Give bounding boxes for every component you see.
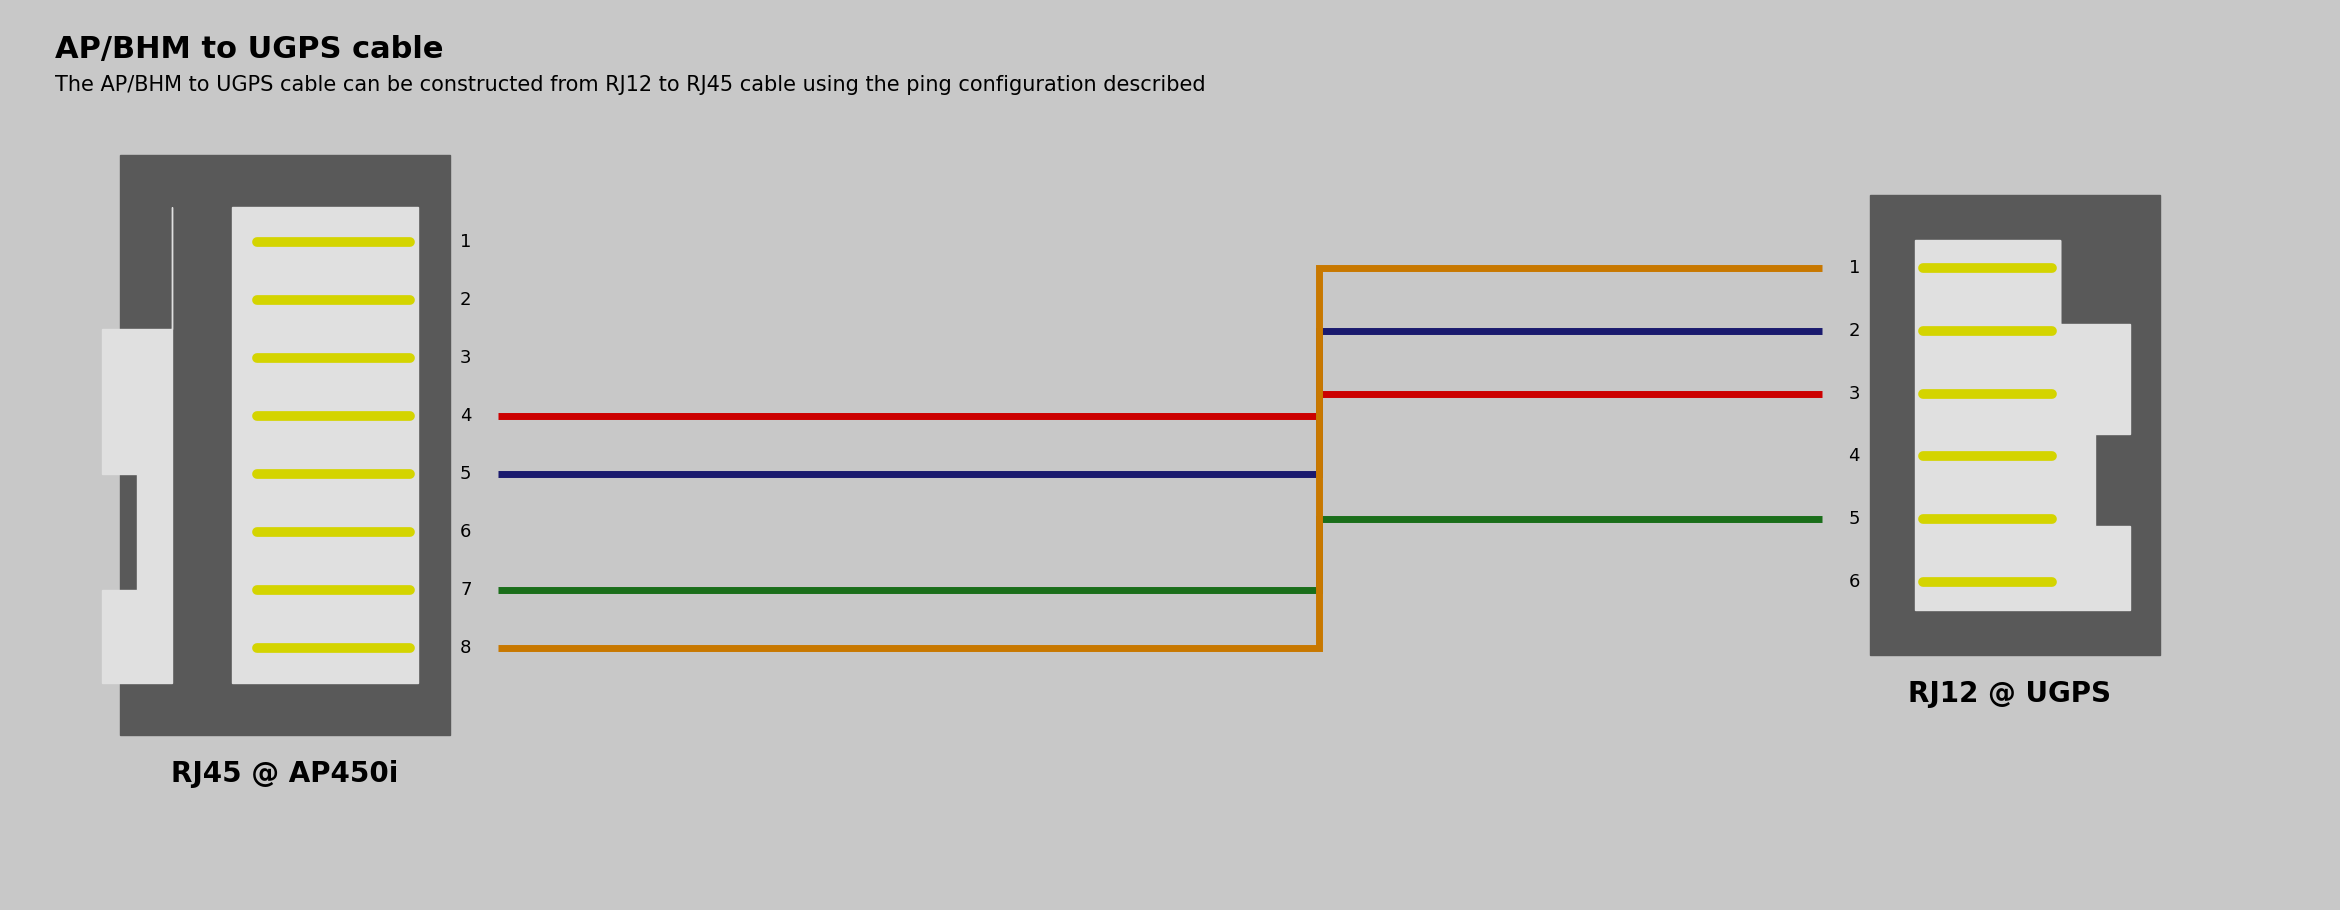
Text: 1: 1 (461, 233, 470, 251)
Text: 6: 6 (1849, 573, 1860, 591)
Text: 4: 4 (1849, 448, 1860, 465)
Text: AP/BHM to UGPS cable: AP/BHM to UGPS cable (56, 35, 445, 64)
Text: 7: 7 (461, 581, 470, 599)
Text: The AP/BHM to UGPS cable can be constructed from RJ12 to RJ45 cable using the pi: The AP/BHM to UGPS cable can be construc… (56, 75, 1205, 95)
Text: 6: 6 (461, 523, 470, 541)
Text: 4: 4 (461, 407, 470, 425)
Text: 3: 3 (461, 349, 470, 367)
Text: RJ45 @ AP450i: RJ45 @ AP450i (171, 760, 398, 788)
Text: 5: 5 (461, 465, 470, 483)
Text: 2: 2 (1849, 322, 1860, 339)
Bar (1914, 240, 2059, 610)
Text: 8: 8 (461, 639, 470, 657)
Bar (232, 207, 419, 683)
Text: 1: 1 (1849, 259, 1860, 277)
Polygon shape (103, 207, 173, 683)
Text: RJ12 @ UGPS: RJ12 @ UGPS (1909, 680, 2111, 708)
Bar (119, 155, 449, 735)
Text: 2: 2 (461, 291, 470, 309)
Polygon shape (2059, 240, 2129, 610)
Text: 5: 5 (1849, 511, 1860, 528)
Bar (1870, 195, 2160, 655)
Text: 3: 3 (1849, 385, 1860, 402)
